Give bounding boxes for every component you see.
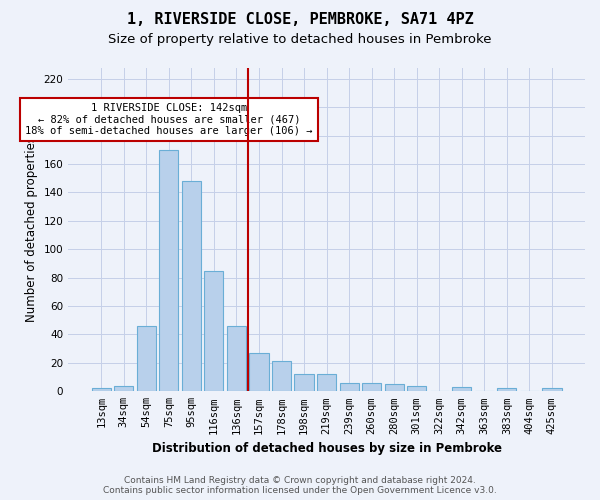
Bar — [137, 326, 156, 392]
Text: Contains HM Land Registry data © Crown copyright and database right 2024.
Contai: Contains HM Land Registry data © Crown c… — [103, 476, 497, 495]
Text: 1, RIVERSIDE CLOSE, PEMBROKE, SA71 4PZ: 1, RIVERSIDE CLOSE, PEMBROKE, SA71 4PZ — [127, 12, 473, 28]
Bar — [92, 388, 111, 392]
Bar — [205, 270, 223, 392]
Bar — [542, 388, 562, 392]
Bar — [295, 374, 314, 392]
Bar — [114, 386, 133, 392]
Text: 1 RIVERSIDE CLOSE: 142sqm
← 82% of detached houses are smaller (467)
18% of semi: 1 RIVERSIDE CLOSE: 142sqm ← 82% of detac… — [25, 103, 313, 136]
Bar — [452, 387, 472, 392]
Y-axis label: Number of detached properties: Number of detached properties — [25, 136, 38, 322]
Bar — [385, 384, 404, 392]
Bar — [362, 383, 381, 392]
X-axis label: Distribution of detached houses by size in Pembroke: Distribution of detached houses by size … — [152, 442, 502, 455]
Bar — [159, 150, 178, 392]
Bar — [250, 353, 269, 392]
Bar — [182, 181, 201, 392]
Bar — [407, 386, 427, 392]
Text: Size of property relative to detached houses in Pembroke: Size of property relative to detached ho… — [108, 32, 492, 46]
Bar — [340, 383, 359, 392]
Bar — [317, 374, 336, 392]
Bar — [497, 388, 517, 392]
Bar — [227, 326, 246, 392]
Bar — [272, 362, 291, 392]
